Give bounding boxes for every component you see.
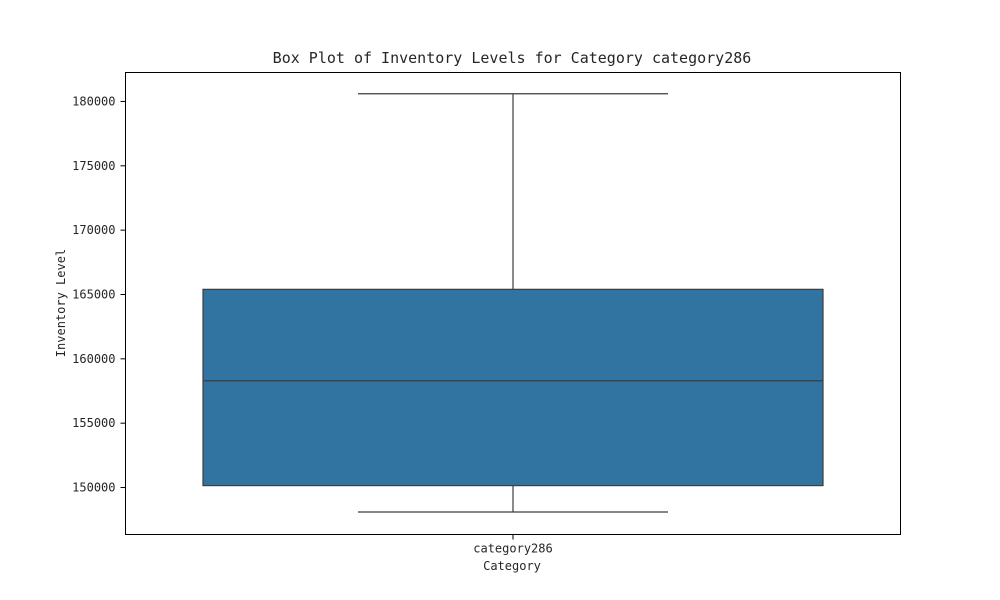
y-tick-label: 165000 xyxy=(72,287,115,301)
y-tick-label: 155000 xyxy=(72,416,115,430)
x-tick-label: category286 xyxy=(473,542,552,556)
y-tick-label: 175000 xyxy=(72,159,115,173)
chart-title: Box Plot of Inventory Levels for Categor… xyxy=(273,49,752,67)
y-tick-label: 180000 xyxy=(72,94,115,108)
plot-area: 150000 155000 160000 165000 170000 175000 1800… xyxy=(72,72,901,556)
x-axis-ticks: category286 xyxy=(473,534,553,556)
x-axis-label: Category xyxy=(483,559,541,573)
y-tick-label: 160000 xyxy=(72,352,115,366)
y-axis-ticks: 150000 155000 160000 165000 170000 175000 1800… xyxy=(72,94,126,495)
iqr-box xyxy=(202,288,824,487)
box-category286 xyxy=(202,93,824,513)
y-tick-label: 170000 xyxy=(72,223,115,237)
y-tick-label: 150000 xyxy=(72,481,115,495)
y-axis-label: Inventory Level xyxy=(54,249,68,357)
box-series xyxy=(202,93,824,513)
